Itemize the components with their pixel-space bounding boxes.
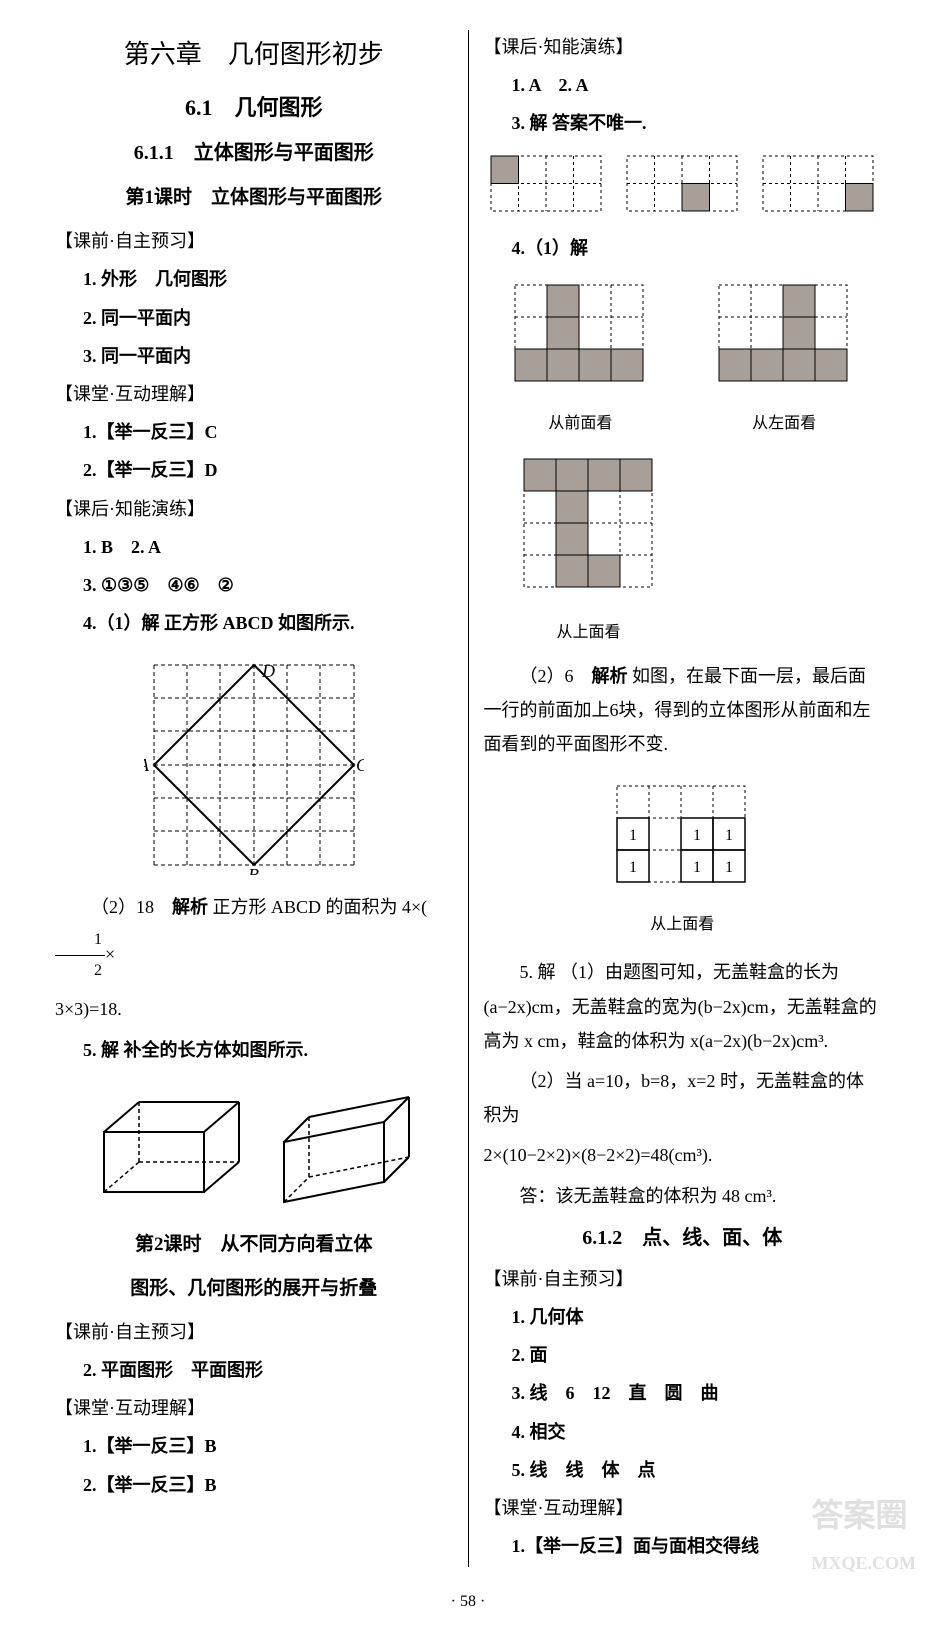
- lesson-1-title: 第1课时 立体图形与平面图形: [55, 180, 453, 216]
- s612-pre-5: 5. 线 线 体 点: [484, 1453, 882, 1487]
- r-after-1: 1. A 2. A: [484, 68, 882, 102]
- l2-class-item-1: 1.【举一反三】B: [55, 1429, 453, 1463]
- preclass-tag-612: 【课前·自主预习】: [484, 1262, 882, 1296]
- lesson-2-title-a: 第2课时 从不同方向看立体: [55, 1227, 453, 1263]
- svg-text:C: C: [356, 755, 364, 775]
- class-item-2: 2.【举一反三】D: [55, 453, 453, 487]
- q5-3: 2×(10−2×2)×(8−2×2)=48(cm³).: [484, 1138, 882, 1172]
- svg-text:D: D: [261, 661, 275, 681]
- svg-text:1: 1: [693, 859, 701, 876]
- q5-2: （2）当 a=10，b=8，x=2 时，无盖鞋盒的体积为: [484, 1064, 882, 1132]
- page-number: · 58 ·: [40, 1587, 896, 1617]
- chapter-title: 第六章 几何图形初步: [55, 30, 453, 79]
- svg-text:A: A: [144, 755, 150, 775]
- nets-row: [484, 151, 882, 221]
- s612-pre-2: 2. 面: [484, 1338, 882, 1372]
- top-view-numbered: 111 111 从上面看: [484, 776, 882, 940]
- views-row-2: 从上面看: [484, 449, 882, 648]
- svg-text:1: 1: [693, 827, 701, 844]
- class-item-1: 1.【举一反三】C: [55, 415, 453, 449]
- section-6-1-2: 6.1.2 点、线、面、体: [484, 1219, 882, 1257]
- svg-text:1: 1: [725, 859, 733, 876]
- cuboid-diagram: [55, 1082, 453, 1212]
- after-item-3: 3. ①③⑤ ④⑥ ②: [55, 568, 453, 602]
- svg-text:1: 1: [629, 827, 637, 844]
- pre-item-3: 3. 同一平面内: [55, 339, 453, 373]
- inclass-tag-612: 【课堂·互动理解】: [484, 1491, 882, 1525]
- s612-pre-1: 1. 几何体: [484, 1300, 882, 1334]
- svg-text:1: 1: [725, 827, 733, 844]
- afterclass-tag: 【课后·知能演练】: [55, 492, 453, 526]
- square-abcd-diagram: D C B A: [55, 655, 453, 875]
- views-row-1: 从前面看 从左面看: [484, 275, 882, 439]
- svg-text:B: B: [248, 865, 259, 875]
- s612-cls-1: 1.【举一反三】面与面相交得线: [484, 1529, 882, 1563]
- r-after-4-1: 4.（1）解: [484, 231, 882, 265]
- after-item-4: 4.（1）解 正方形 ABCD 如图所示.: [55, 606, 453, 640]
- section-6-1-1: 6.1.1 立体图形与平面图形: [55, 134, 453, 172]
- inclass-tag-l2: 【课堂·互动理解】: [55, 1391, 453, 1425]
- inclass-tag: 【课堂·互动理解】: [55, 377, 453, 411]
- q5-1: 5. 解 （1）由题图可知，无盖鞋盒的长为(a−2x)cm，无盖鞋盒的宽为(b−…: [484, 955, 882, 1058]
- s612-pre-3: 3. 线 6 12 直 圆 曲: [484, 1376, 882, 1410]
- svg-text:1: 1: [629, 859, 637, 876]
- preclass-tag-l2: 【课前·自主预习】: [55, 1315, 453, 1349]
- after-item-5: 5. 解 补全的长方体如图所示.: [55, 1033, 453, 1067]
- l2-pre-item-2: 2. 平面图形 平面图形: [55, 1353, 453, 1387]
- s612-pre-4: 4. 相交: [484, 1415, 882, 1449]
- pre-item-2: 2. 同一平面内: [55, 301, 453, 335]
- r-after-3: 3. 解 答案不唯一.: [484, 106, 882, 140]
- q5-4: 答：该无盖鞋盒的体积为 48 cm³.: [484, 1179, 882, 1213]
- analysis-4-2-cont: 3×3)=18.: [55, 992, 453, 1026]
- pre-item-1: 1. 外形 几何图形: [55, 262, 453, 296]
- afterclass-tag-r: 【课后·知能演练】: [484, 30, 882, 64]
- lesson-2-title-b: 图形、几何图形的展开与折叠: [55, 1271, 453, 1307]
- analysis-4-2: （2）18 解析 正方形 ABCD 的面积为 4×(12×: [55, 890, 453, 986]
- analysis-4-2-r: （2）6 解析 如图，在最下面一层，最后面一行的前面加上6块，得到的立体图形从前…: [484, 659, 882, 762]
- section-6-1: 6.1 几何图形: [55, 87, 453, 129]
- after-item-1: 1. B 2. A: [55, 530, 453, 564]
- l2-class-item-2: 2.【举一反三】B: [55, 1468, 453, 1502]
- preclass-tag: 【课前·自主预习】: [55, 224, 453, 258]
